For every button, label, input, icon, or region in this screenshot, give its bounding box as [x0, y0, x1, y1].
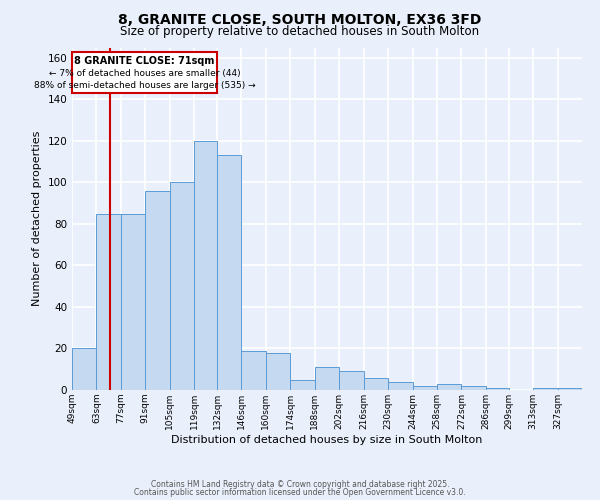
- Bar: [413, 386, 437, 390]
- Bar: [388, 382, 413, 390]
- Bar: [533, 388, 557, 390]
- Bar: [461, 386, 486, 390]
- Bar: [241, 350, 266, 390]
- Text: 8 GRANITE CLOSE: 71sqm: 8 GRANITE CLOSE: 71sqm: [74, 56, 215, 66]
- Bar: [486, 388, 509, 390]
- Bar: [170, 182, 194, 390]
- Text: ← 7% of detached houses are smaller (44): ← 7% of detached houses are smaller (44): [49, 68, 240, 78]
- Bar: [72, 52, 217, 93]
- Bar: [145, 190, 170, 390]
- Bar: [72, 348, 97, 390]
- X-axis label: Distribution of detached houses by size in South Molton: Distribution of detached houses by size …: [172, 434, 482, 444]
- Text: Contains HM Land Registry data © Crown copyright and database right 2025.: Contains HM Land Registry data © Crown c…: [151, 480, 449, 489]
- Bar: [339, 372, 364, 390]
- Bar: [97, 214, 121, 390]
- Bar: [266, 352, 290, 390]
- Bar: [315, 367, 339, 390]
- Text: Size of property relative to detached houses in South Molton: Size of property relative to detached ho…: [121, 25, 479, 38]
- Bar: [364, 378, 388, 390]
- Y-axis label: Number of detached properties: Number of detached properties: [32, 131, 42, 306]
- Text: Contains public sector information licensed under the Open Government Licence v3: Contains public sector information licen…: [134, 488, 466, 497]
- Bar: [121, 214, 145, 390]
- Bar: [557, 388, 582, 390]
- Text: 88% of semi-detached houses are larger (535) →: 88% of semi-detached houses are larger (…: [34, 81, 255, 90]
- Bar: [217, 156, 241, 390]
- Bar: [290, 380, 315, 390]
- Text: 8, GRANITE CLOSE, SOUTH MOLTON, EX36 3FD: 8, GRANITE CLOSE, SOUTH MOLTON, EX36 3FD: [118, 12, 482, 26]
- Bar: [194, 141, 217, 390]
- Bar: [437, 384, 461, 390]
